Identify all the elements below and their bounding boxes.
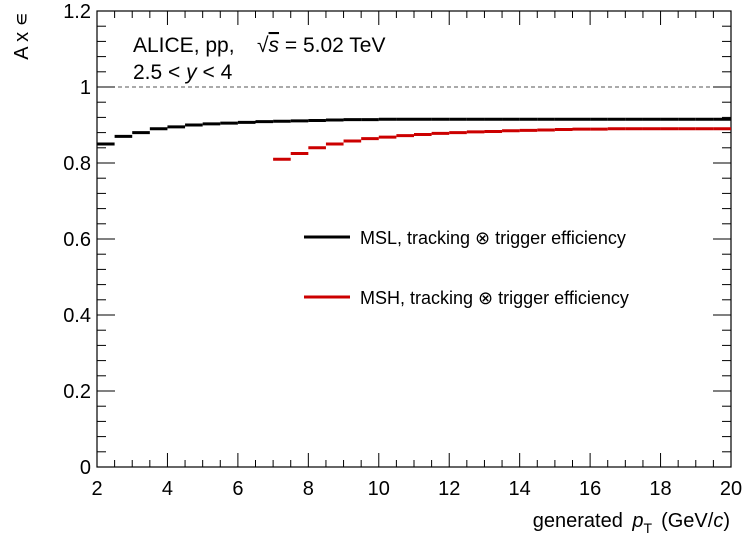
x-axis-title-unit-var: c [713,510,723,532]
x-tick-label: 8 [303,478,314,500]
y-tick-label: 1.2 [63,1,91,23]
x-axis-title-sub: T [644,520,653,536]
x-tick-label: 12 [438,478,460,500]
energy-prefix: s [269,34,280,57]
y-tick-label: 0.4 [63,305,91,327]
series-msl [97,117,731,146]
y-axis-ticks: 0 0.2 0.4 0.6 0.8 1 1.2 [63,1,731,479]
legend-label-msh: MSH, tracking ⊗ trigger efficiency [360,288,629,308]
x-tick-label: 14 [509,478,531,500]
series-msh [273,127,731,161]
x-axis-title-var: p [631,510,643,532]
legend: MSL, tracking ⊗ trigger efficiency MSH, … [304,228,629,308]
x-tick-label: 2 [91,478,102,500]
y-axis-title: A x ∊ [11,12,33,60]
sqrt-symbol: √ [257,34,269,57]
series-layer [97,117,731,161]
y-tick-label: 0.2 [63,381,91,403]
x-tick-label: 4 [162,478,173,500]
rapidity-label: 2.5 < y < 4 [133,61,233,84]
experiment-label: ALICE, pp, [133,34,235,57]
x-tick-label: 16 [579,478,601,500]
x-axis-title-main: generated [533,510,623,532]
y-tick-label: 0 [80,457,91,479]
x-tick-label: 6 [232,478,243,500]
y-tick-label: 1 [80,77,91,99]
x-tick-label: 20 [720,478,742,500]
legend-label-msl: MSL, tracking ⊗ trigger efficiency [360,228,626,248]
energy-label: √s = 5.02 TeV [257,34,385,57]
x-axis-ticks: 2 4 6 8 10 12 14 16 18 20 [91,11,742,500]
energy-value: = 5.02 TeV [279,34,385,57]
x-axis-title-unit-close: ) [723,510,730,532]
x-tick-label: 10 [368,478,390,500]
x-axis-title: generated pT (GeV/c) [533,510,730,536]
y-tick-label: 0.6 [63,229,91,251]
x-axis-title-unit-open: (GeV/ [661,510,714,532]
y-tick-label: 0.8 [63,153,91,175]
x-tick-label: 18 [649,478,671,500]
